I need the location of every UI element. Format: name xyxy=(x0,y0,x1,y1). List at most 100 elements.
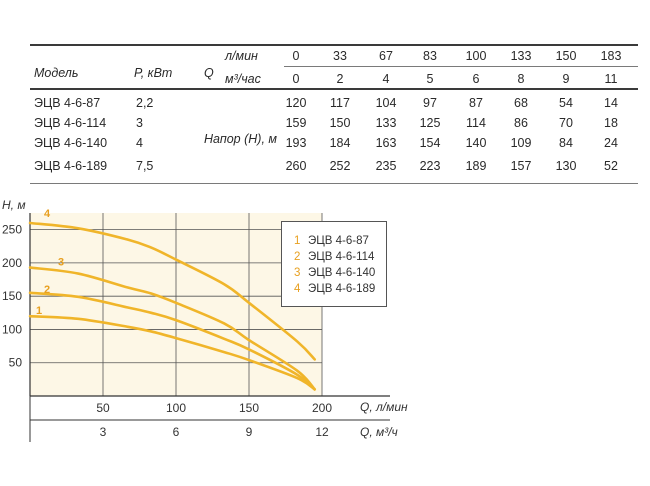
table-bottom-rule xyxy=(30,183,638,184)
model-cell: ЭЦВ 4-6-87 xyxy=(34,96,101,110)
head-value-cell: 120 xyxy=(285,96,307,110)
series-label-1: 1 xyxy=(36,305,42,317)
y-tick-label: 250 xyxy=(2,223,22,237)
head-value-cell: 133 xyxy=(375,116,397,130)
legend-label: ЭЦВ 4-6-114 xyxy=(308,251,375,263)
head-value-cell: 70 xyxy=(559,116,573,130)
flow-lmin-cell: 133 xyxy=(510,49,532,63)
model-cell: ЭЦВ 4-6-189 xyxy=(34,159,108,173)
head-value-cell: 84 xyxy=(559,136,573,150)
series-line-1 xyxy=(28,314,316,391)
head-value-cell: 163 xyxy=(375,136,397,150)
x-tick-label: 50 xyxy=(96,401,110,415)
flow-m3h-cell: 4 xyxy=(382,72,390,86)
x2-tick-label: 3 xyxy=(100,425,107,439)
series-label-4: 4 xyxy=(44,208,51,220)
legend-label: ЭЦВ 4-6-189 xyxy=(308,283,376,295)
x2-tick-label: 6 xyxy=(173,425,180,439)
legend-number: 2 xyxy=(294,251,301,263)
legend-item: 1 ЭЦВ 4-6-87 xyxy=(294,234,369,248)
col-header-head: Напор (H), м xyxy=(204,132,277,146)
col-header-model: Модель xyxy=(34,66,79,80)
chart-legend: 1 ЭЦВ 4-6-87 2 ЭЦВ 4-6-114 3 ЭЦВ 4-6-140 4 ЭЦВ … xyxy=(281,221,387,307)
flow-m3h-cell: 5 xyxy=(426,72,434,86)
head-value-cell: 223 xyxy=(419,159,441,173)
power-cell: 3 xyxy=(136,116,143,130)
x2-axis-label: Q, м³/ч xyxy=(360,425,398,439)
head-value-cell: 114 xyxy=(466,116,486,130)
x-tick-label: 200 xyxy=(312,401,332,415)
legend-label: ЭЦВ 4-6-140 xyxy=(308,267,376,279)
flow-lmin-cell: 83 xyxy=(423,49,437,63)
head-value-cell: 184 xyxy=(329,136,351,150)
x-axis-label: Q, л/мин xyxy=(360,400,408,414)
flow-m3h-cell: 8 xyxy=(517,72,525,86)
series-label-3: 3 xyxy=(58,257,64,269)
x2-tick-label: 9 xyxy=(246,425,253,439)
head-value-cell: 154 xyxy=(419,136,441,150)
legend-label: ЭЦВ 4-6-87 xyxy=(308,235,369,247)
series-line-4 xyxy=(28,221,316,361)
head-value-cell: 68 xyxy=(514,96,528,110)
power-cell: 2,2 xyxy=(136,96,154,110)
power-cell: 4 xyxy=(136,136,143,150)
head-value-cell: 193 xyxy=(285,136,307,150)
head-value-cell: 159 xyxy=(285,116,307,130)
table-header-rule xyxy=(30,88,638,90)
head-value-cell: 252 xyxy=(329,159,351,173)
table-mid-rule xyxy=(284,66,638,67)
head-value-cell: 14 xyxy=(604,96,618,110)
spec-table: Модель P, кВт Q л/мин м³/час Напор (H), … xyxy=(30,44,638,188)
head-value-cell: 87 xyxy=(469,96,483,110)
head-value-cell: 24 xyxy=(604,136,618,150)
flow-m3h-cell: 11 xyxy=(604,72,618,86)
col-header-q: Q xyxy=(204,66,214,80)
y-axis-label: H, м xyxy=(2,198,26,212)
flow-m3h-cell: 9 xyxy=(562,72,570,86)
flow-m3h-cell: 6 xyxy=(472,72,480,86)
head-value-cell: 104 xyxy=(375,96,397,110)
legend-number: 3 xyxy=(294,267,301,279)
flow-lmin-cell: 0 xyxy=(292,49,300,63)
head-value-cell: 125 xyxy=(419,116,441,130)
flow-m3h-cell: 2 xyxy=(336,72,344,86)
unit-lmin: л/мин xyxy=(225,49,258,63)
head-value-cell: 109 xyxy=(510,136,532,150)
head-value-cell: 97 xyxy=(423,96,437,110)
head-value-cell: 130 xyxy=(555,159,577,173)
legend-item: 4 ЭЦВ 4-6-189 xyxy=(294,282,375,296)
head-value-cell: 140 xyxy=(465,136,487,150)
table-top-rule xyxy=(30,44,638,46)
head-value-cell: 86 xyxy=(514,116,528,130)
flow-lmin-cell: 33 xyxy=(333,49,347,63)
head-value-cell: 260 xyxy=(285,159,307,173)
head-value-cell: 117 xyxy=(330,96,350,110)
flow-lmin-cell: 67 xyxy=(379,49,393,63)
col-header-power: P, кВт xyxy=(134,66,173,80)
y-tick-label: 100 xyxy=(2,322,22,336)
legend-item: 3 ЭЦВ 4-6-140 xyxy=(294,266,375,280)
flow-lmin-cell: 100 xyxy=(465,49,487,63)
series-line-2 xyxy=(28,291,316,391)
head-value-cell: 235 xyxy=(375,159,397,173)
head-value-cell: 54 xyxy=(559,96,573,110)
unit-m3h: м³/час xyxy=(225,72,261,86)
flow-lmin-cell: 150 xyxy=(555,49,577,63)
y-tick-label: 150 xyxy=(2,289,22,303)
flow-m3h-cell: 0 xyxy=(292,72,300,86)
y-tick-label: 200 xyxy=(2,256,22,270)
legend-number: 4 xyxy=(294,283,301,295)
y-tick-label: 50 xyxy=(9,356,23,370)
series-label-2: 2 xyxy=(44,284,50,296)
x-tick-label: 150 xyxy=(239,401,259,415)
head-value-cell: 157 xyxy=(510,159,532,173)
legend-item: 2 ЭЦВ 4-6-114 xyxy=(294,250,374,264)
model-cell: ЭЦВ 4-6-114 xyxy=(34,116,107,130)
x-tick-label: 100 xyxy=(166,401,186,415)
head-value-cell: 150 xyxy=(329,116,351,130)
head-value-cell: 189 xyxy=(465,159,487,173)
series-line-3 xyxy=(28,266,316,391)
legend-number: 1 xyxy=(294,235,301,247)
model-cell: ЭЦВ 4-6-140 xyxy=(34,136,108,150)
